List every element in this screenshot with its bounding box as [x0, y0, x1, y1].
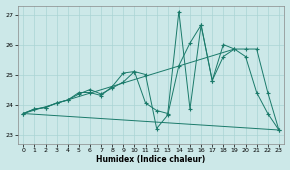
X-axis label: Humidex (Indice chaleur): Humidex (Indice chaleur) [97, 155, 206, 164]
